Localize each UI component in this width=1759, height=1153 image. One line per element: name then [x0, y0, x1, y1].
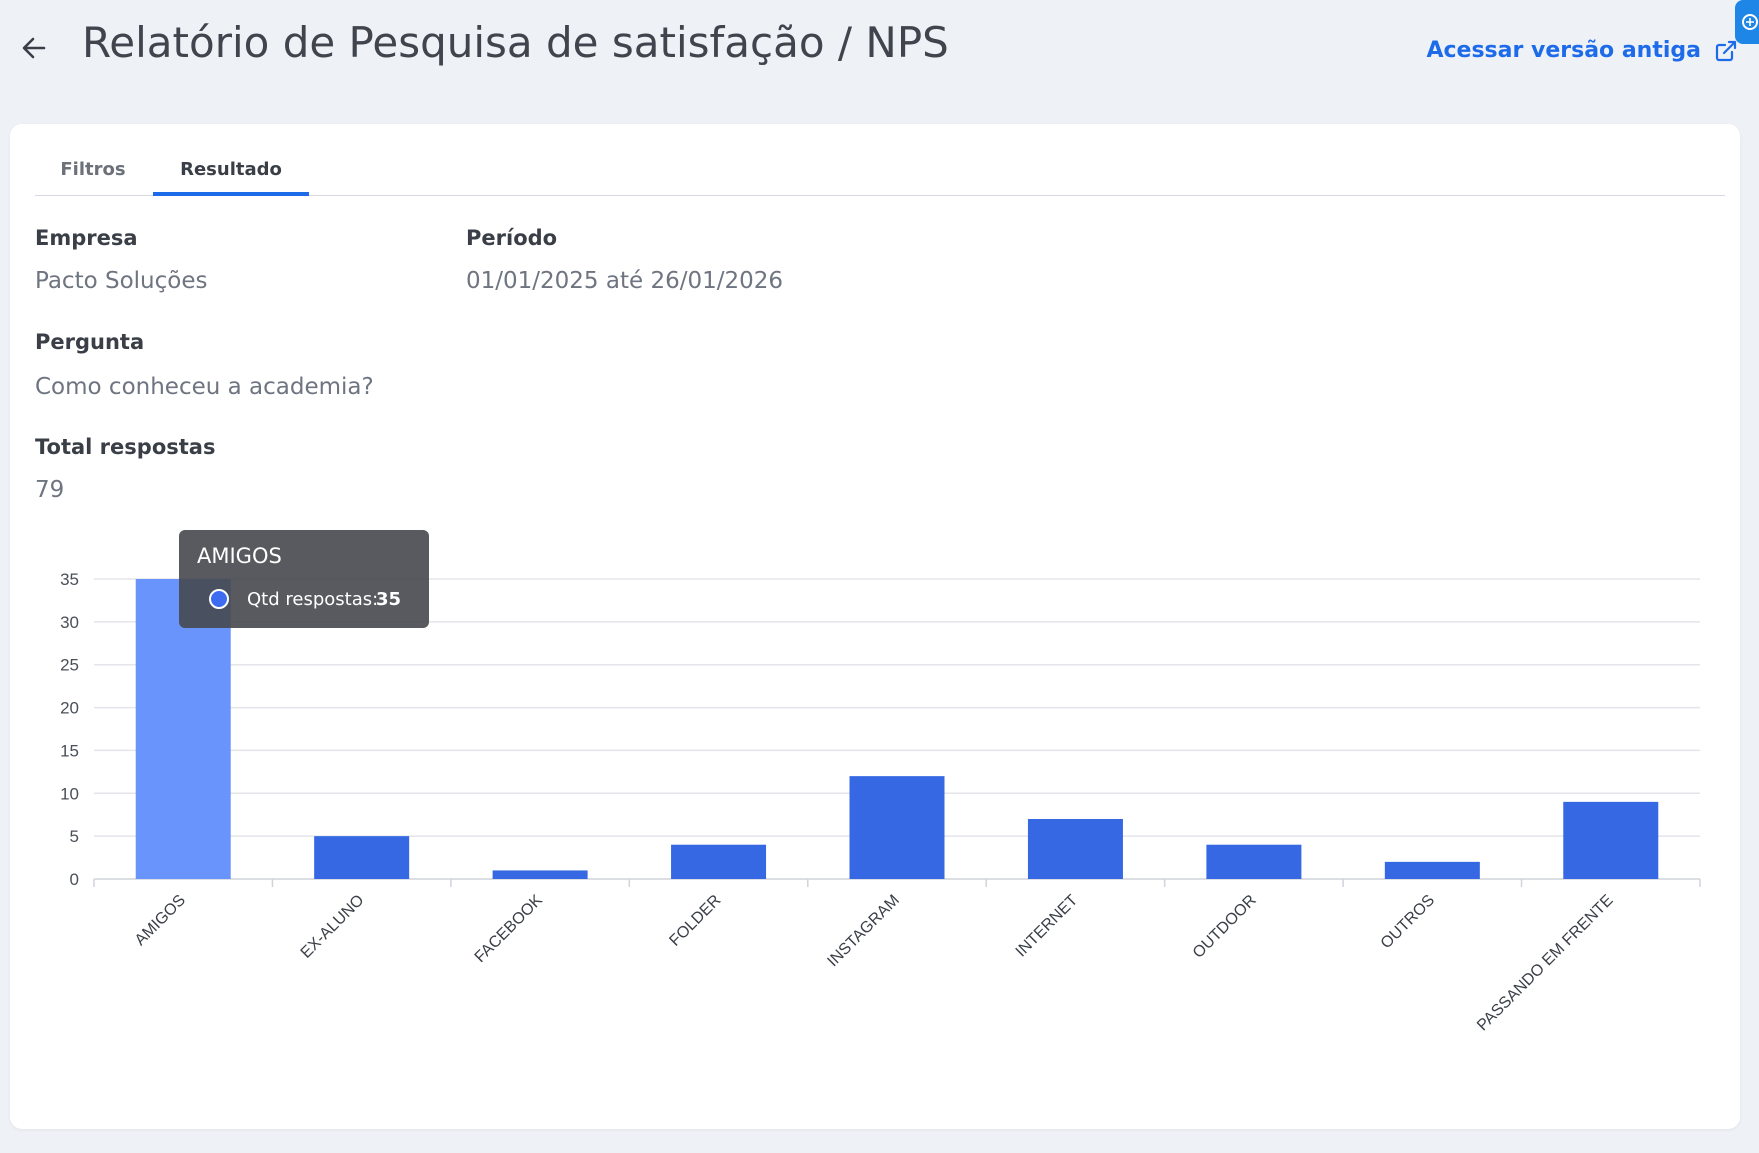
bar-amigos[interactable]	[135, 579, 231, 879]
bar-outros[interactable]	[1384, 861, 1480, 879]
bar-internet[interactable]	[1027, 819, 1123, 879]
pergunta-value: Como conheceu a academia?	[35, 374, 374, 400]
bar-passando-em-frente[interactable]	[1563, 801, 1659, 879]
bar-folder[interactable]	[671, 844, 767, 879]
assistant-widget-button[interactable]	[1735, 0, 1759, 44]
bar-facebook[interactable]	[492, 870, 588, 879]
chart-tooltip: AMIGOS Qtd respostas: 35	[179, 530, 429, 628]
back-button[interactable]	[14, 28, 54, 68]
periodo-value: 01/01/2025 até 26/01/2026	[466, 268, 784, 294]
tab-filtros[interactable]: Filtros	[60, 159, 126, 180]
periodo-label: Período	[466, 226, 558, 250]
tooltip-series-marker	[209, 589, 229, 609]
assistant-icon	[1742, 14, 1758, 30]
old-version-link[interactable]: Acessar versão antiga	[1426, 38, 1737, 63]
arrow-left-icon	[22, 37, 46, 59]
empresa-label: Empresa	[35, 226, 138, 250]
bar-instagram[interactable]	[849, 776, 945, 879]
bar-ex-aluno[interactable]	[314, 836, 410, 879]
tooltip-series-label: Qtd respostas:	[247, 589, 379, 610]
tab-resultado[interactable]: Resultado	[153, 144, 309, 196]
pergunta-label: Pergunta	[35, 330, 145, 354]
empresa-value: Pacto Soluções	[35, 268, 208, 294]
tooltip-title: AMIGOS	[197, 544, 282, 568]
total-respostas-label: Total respostas	[35, 435, 216, 459]
bar-outdoor[interactable]	[1206, 844, 1302, 879]
page-title: Relatório de Pesquisa de satisfação / NP…	[82, 18, 949, 67]
old-version-link-label: Acessar versão antiga	[1426, 38, 1701, 63]
total-respostas-value: 79	[35, 477, 65, 503]
tooltip-value: 35	[376, 589, 402, 610]
tab-bar: Filtros Resultado	[35, 144, 1725, 196]
external-link-icon	[1715, 40, 1737, 61]
